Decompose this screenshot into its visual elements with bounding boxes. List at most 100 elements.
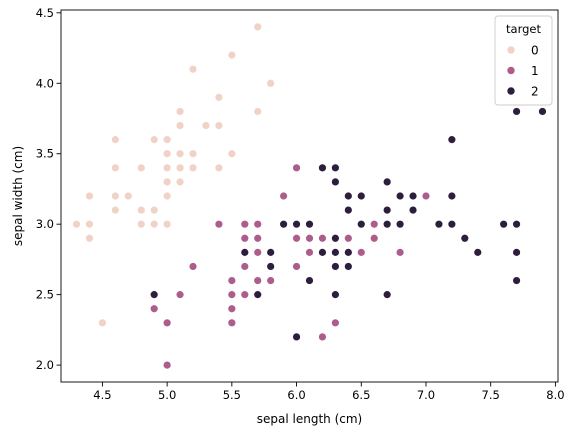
- point-series-1-23: [305, 248, 314, 257]
- point-series-1-0: [421, 191, 431, 201]
- point-series-1-40: [227, 276, 237, 285]
- point-series-0-25: [162, 219, 172, 229]
- point-series-1-13: [305, 234, 314, 243]
- point-series-2-34: [305, 276, 314, 285]
- point-series-1-9: [188, 262, 198, 271]
- point-series-0-46: [175, 107, 185, 116]
- x-tick-label-6: 7.5: [482, 388, 500, 402]
- point-series-0-33: [227, 50, 237, 60]
- y-axis-label: sepal width (cm): [11, 146, 25, 246]
- point-series-1-38: [240, 219, 249, 229]
- point-series-0-32: [188, 64, 198, 74]
- point-series-1-45: [253, 219, 262, 229]
- point-series-1-49: [253, 248, 262, 257]
- point-series-0-17: [175, 149, 185, 158]
- point-series-2-17: [512, 107, 521, 116]
- legend-label-2: 2: [531, 85, 539, 99]
- point-series-0-35: [162, 191, 172, 201]
- plot-area-frame: [60, 9, 559, 383]
- point-series-1-10: [162, 360, 172, 370]
- point-series-0-38: [85, 219, 94, 229]
- point-series-1-33: [292, 262, 301, 271]
- point-series-2-18: [512, 276, 521, 285]
- point-series-2-36: [331, 163, 340, 173]
- point-series-2-12: [395, 219, 405, 229]
- point-series-0-43: [162, 149, 172, 158]
- legend-marker-0: [506, 45, 516, 55]
- point-series-0-15: [253, 22, 262, 32]
- x-axis-label: sepal length (cm): [257, 412, 362, 426]
- point-series-2-7: [460, 234, 470, 243]
- legend-items: 0 1 2: [506, 44, 539, 99]
- point-series-2-35: [512, 219, 521, 229]
- point-series-1-25: [370, 219, 379, 229]
- point-series-1-28: [292, 234, 301, 243]
- y-tick-label-4: 4.0: [36, 76, 54, 90]
- point-series-2-32: [344, 248, 353, 257]
- point-series-0-16: [214, 93, 224, 102]
- point-series-0-34: [149, 205, 159, 215]
- point-series-1-34: [214, 219, 224, 229]
- point-series-1-39: [227, 290, 237, 299]
- point-series-2-14: [266, 248, 275, 257]
- point-series-0-3: [111, 205, 120, 215]
- y-tick-label-5: 4.5: [36, 6, 54, 20]
- point-series-2-10: [357, 191, 366, 201]
- point-series-0-26: [162, 163, 172, 173]
- point-series-0-31: [214, 163, 224, 173]
- y-tick-label-3: 3.5: [36, 147, 54, 161]
- point-series-2-29: [447, 219, 457, 229]
- point-series-1-44: [240, 262, 249, 271]
- point-series-2-2: [434, 219, 444, 229]
- point-series-0-47: [111, 191, 120, 201]
- y-axis-ticks: 2.0 2.5 3.0 3.5 4.0 4.5: [36, 6, 61, 372]
- point-series-2-43: [395, 191, 405, 201]
- point-series-0-10: [214, 121, 224, 130]
- point-series-2-45: [382, 219, 392, 229]
- point-series-0-39: [175, 163, 185, 173]
- legend-label-1: 1: [531, 64, 539, 78]
- point-series-2-25: [447, 191, 457, 201]
- point-series-1-4: [357, 248, 366, 257]
- x-tick-label-5: 7.0: [417, 388, 435, 402]
- point-series-2-9: [447, 135, 457, 144]
- y-tick-label-0: 2.0: [36, 358, 54, 372]
- legend-label-0: 0: [531, 44, 539, 58]
- x-axis-ticks: 4.5 5.0 5.5 6.0 6.5 7.0 7.5 8.0: [93, 382, 565, 402]
- point-series-2-6: [149, 290, 159, 299]
- point-series-2-23: [331, 262, 340, 271]
- x-tick-label-4: 6.5: [352, 388, 370, 402]
- x-tick-label-0: 4.5: [93, 388, 111, 402]
- point-series-2-11: [344, 262, 353, 271]
- point-series-0-36: [227, 149, 237, 158]
- y-tick-label-2: 3.0: [36, 217, 54, 231]
- point-series-2-5: [499, 219, 508, 229]
- point-series-0-21: [175, 121, 185, 130]
- point-series-0-49: [162, 177, 172, 187]
- point-series-1-43: [162, 318, 172, 328]
- point-series-0-29: [124, 191, 133, 201]
- point-series-1-35: [292, 163, 301, 173]
- point-series-2-20: [408, 191, 418, 201]
- point-series-2-47: [357, 219, 366, 229]
- legend-box: [494, 15, 553, 106]
- point-series-1-3: [227, 318, 237, 328]
- point-series-1-29: [253, 276, 262, 285]
- y-tick-label-1: 2.5: [36, 288, 54, 302]
- point-series-0-22: [111, 135, 120, 144]
- point-series-2-26: [318, 248, 327, 257]
- point-series-2-46: [331, 290, 340, 299]
- point-series-0-13: [72, 219, 81, 229]
- x-tick-label-3: 6.0: [287, 388, 305, 402]
- point-series-0-42: [85, 191, 94, 201]
- point-series-0-1: [149, 219, 159, 229]
- point-series-0-45: [137, 219, 146, 229]
- point-series-2-44: [382, 177, 392, 187]
- point-series-0-24: [137, 163, 146, 173]
- point-series-1-18: [318, 332, 327, 342]
- point-series-0-27: [188, 149, 198, 158]
- point-series-0-41: [98, 318, 107, 328]
- point-series-2-41: [408, 205, 418, 215]
- point-series-0-14: [266, 79, 275, 88]
